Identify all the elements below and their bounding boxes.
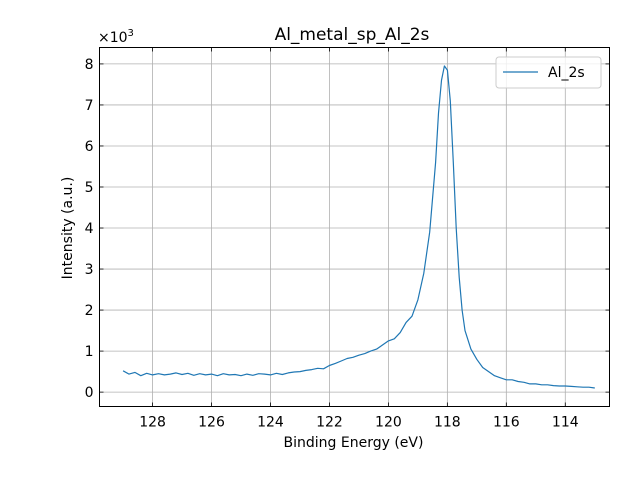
y-tick-label: 5 [85,180,94,196]
y-multiplier: ×103 [98,28,134,46]
legend-box [495,56,602,89]
axes-frame [99,47,610,407]
x-tick-label: 128 [139,415,166,431]
x-tick-label: 114 [552,415,579,431]
x-tick-label: 118 [434,415,461,431]
y-multiplier-base: ×10 [98,30,128,46]
y-tick-label: 0 [85,385,94,401]
y-multiplier-exponent: 3 [128,28,134,39]
x-tick-label: 124 [257,415,284,431]
ticks: 128 126 124 122 120 118 116 114 0 1 2 3 4 5 6 7 8 [85,47,610,431]
x-tick-label: 126 [198,415,225,431]
y-tick-label: 8 [85,57,94,73]
y-tick-label: 1 [85,344,94,360]
y-tick-label: 7 [85,98,94,114]
x-tick-label: 120 [375,415,402,431]
legend: Al_2s [495,56,602,89]
x-tick-label: 116 [493,415,520,431]
y-axis-label: Intensity (a.u.) [60,177,76,280]
series-layer [122,65,595,389]
legend-label: Al_2s [548,65,585,81]
series-line-Al_2s [122,65,595,389]
y-tick-label: 2 [85,303,94,319]
y-tick-label: 3 [85,262,94,278]
y-tick-label: 6 [85,139,94,155]
y-tick-label: 4 [85,221,94,237]
grid [99,47,610,407]
x-tick-label: 122 [316,415,343,431]
x-axis-label: Binding Energy (eV) [284,435,424,451]
chart-title: Al_metal_sp_Al_2s [275,25,430,45]
